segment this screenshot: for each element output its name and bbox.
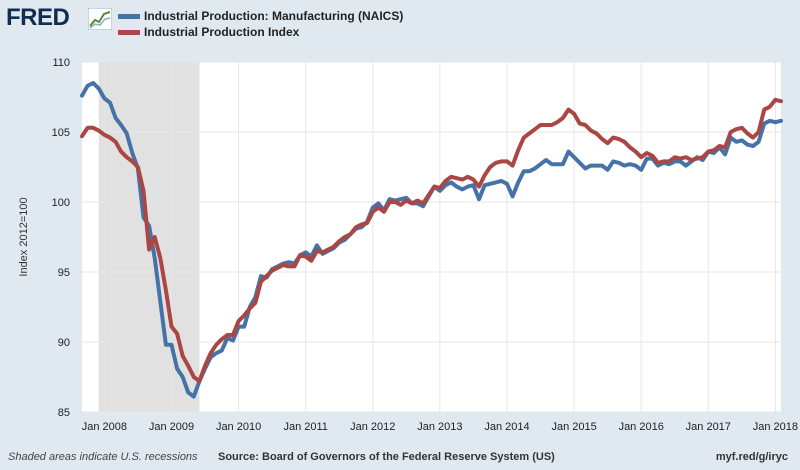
y-tick-label: 95: [58, 267, 70, 279]
legend-item-industrial-production[interactable]: Industrial Production Index: [118, 24, 403, 40]
x-tick-label: Jan 2017: [686, 421, 731, 433]
y-axis-label: Index 2012=100: [18, 197, 30, 276]
x-tick-label: Jan 2008: [82, 421, 127, 433]
chart-line-icon: [88, 8, 112, 30]
x-tick-label: Jan 2014: [484, 421, 529, 433]
x-tick-label: Jan 2013: [417, 421, 462, 433]
x-tick-label: Jan 2016: [619, 421, 664, 433]
y-tick-label: 90: [58, 337, 70, 349]
y-tick-label: 100: [52, 197, 70, 209]
x-tick-label: Jan 2009: [149, 421, 194, 433]
x-tick-label: Jan 2010: [216, 421, 261, 433]
chart-header: FRED Industrial Production: Manufacturin…: [0, 0, 800, 50]
x-tick-label: Jan 2011: [283, 421, 327, 433]
legend-label-manufacturing: Industrial Production: Manufacturing (NA…: [144, 9, 404, 23]
legend-swatch-manufacturing: [118, 13, 140, 19]
fred-logo[interactable]: FRED: [6, 4, 70, 31]
series-line-1: [80, 97, 783, 384]
x-tick-label: Jan 2015: [551, 421, 596, 433]
short-link[interactable]: myf.red/g/iryc: [715, 451, 788, 463]
x-tick-label: Jan 2018: [753, 421, 798, 433]
y-tick-label: 105: [52, 127, 70, 139]
chart-legend: Industrial Production: Manufacturing (NA…: [118, 8, 403, 40]
y-tick-label: 110: [52, 57, 70, 69]
source-note: Source: Board of Governors of the Federa…: [218, 451, 555, 463]
legend-label-industrial-production: Industrial Production Index: [144, 25, 300, 39]
legend-swatch-industrial-production: [118, 29, 140, 35]
y-tick-label: 85: [58, 407, 70, 419]
legend-item-manufacturing[interactable]: Industrial Production: Manufacturing (NA…: [118, 8, 403, 24]
x-tick-label: Jan 2012: [350, 421, 395, 433]
recession-note: Shaded areas indicate U.S. recessions: [8, 451, 198, 463]
